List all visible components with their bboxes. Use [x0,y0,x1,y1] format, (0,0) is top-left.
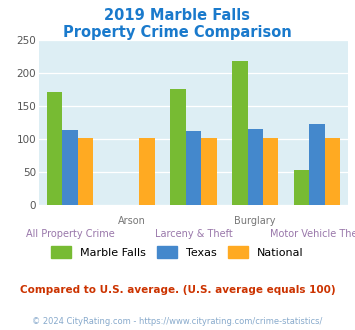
Bar [294,170,309,205]
Bar [140,138,155,205]
Text: Motor Vehicle Theft: Motor Vehicle Theft [270,229,355,239]
Bar [78,138,93,205]
Text: Compared to U.S. average. (U.S. average equals 100): Compared to U.S. average. (U.S. average … [20,285,335,295]
Bar [186,131,201,205]
Text: Arson: Arson [118,216,146,226]
Bar [170,89,186,205]
Bar [232,61,247,205]
Bar [201,138,217,205]
Text: 2019 Marble Falls: 2019 Marble Falls [104,8,251,23]
Bar [325,138,340,205]
Text: Larceny & Theft: Larceny & Theft [154,229,233,239]
Bar [62,130,78,205]
Bar [247,129,263,205]
Text: Burglary: Burglary [235,216,276,226]
Bar [47,92,62,205]
Bar [309,124,325,205]
Text: Property Crime Comparison: Property Crime Comparison [63,25,292,40]
Bar [263,138,278,205]
Legend: Marble Falls, Texas, National: Marble Falls, Texas, National [51,247,304,258]
Text: All Property Crime: All Property Crime [26,229,114,239]
Text: © 2024 CityRating.com - https://www.cityrating.com/crime-statistics/: © 2024 CityRating.com - https://www.city… [32,317,323,326]
